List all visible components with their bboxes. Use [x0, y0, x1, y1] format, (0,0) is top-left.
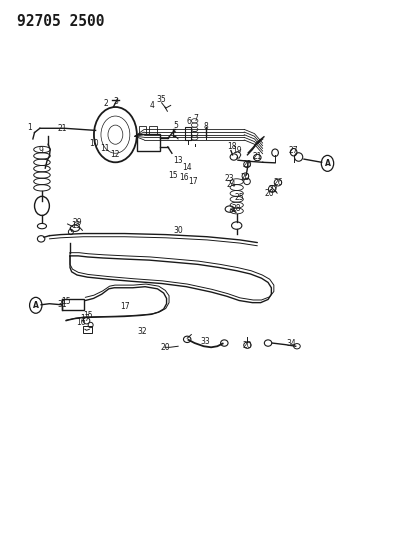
Text: 30: 30	[173, 226, 183, 235]
Text: 15: 15	[83, 311, 93, 320]
Text: 7: 7	[192, 114, 197, 123]
Text: 14: 14	[182, 163, 192, 172]
Text: 19: 19	[231, 146, 241, 155]
Text: 15: 15	[61, 297, 71, 306]
Text: 5: 5	[173, 121, 178, 130]
Text: 20: 20	[242, 341, 252, 350]
Text: 24: 24	[225, 180, 235, 189]
Text: 16: 16	[179, 173, 189, 182]
Bar	[185, 127, 190, 140]
Text: 23: 23	[224, 174, 234, 183]
Bar	[139, 126, 146, 134]
Text: 11: 11	[100, 144, 109, 153]
Text: 1: 1	[27, 123, 32, 132]
Text: 12: 12	[109, 150, 119, 159]
Text: 16: 16	[76, 318, 86, 327]
Text: 27: 27	[288, 146, 298, 155]
Text: 17: 17	[80, 314, 90, 323]
Text: 20: 20	[242, 160, 252, 169]
Text: 15: 15	[168, 171, 178, 180]
Text: 31: 31	[57, 300, 66, 309]
Text: 22: 22	[268, 185, 277, 195]
Text: 25: 25	[234, 193, 243, 202]
Text: 21: 21	[252, 152, 261, 161]
Text: 18: 18	[226, 142, 236, 151]
Text: 9: 9	[38, 146, 43, 155]
Text: 17: 17	[120, 302, 130, 311]
Text: 21: 21	[57, 124, 66, 133]
Text: 8: 8	[203, 122, 208, 131]
Text: 28: 28	[230, 204, 240, 213]
Text: 26: 26	[273, 178, 282, 187]
Text: 29: 29	[72, 219, 82, 228]
Text: 20: 20	[263, 189, 273, 198]
Bar	[149, 126, 156, 134]
Bar	[83, 326, 92, 333]
Text: 3: 3	[113, 97, 118, 106]
Text: A: A	[33, 301, 38, 310]
Text: 92705 2500: 92705 2500	[17, 14, 104, 29]
Text: 6: 6	[186, 117, 191, 126]
Text: 17: 17	[187, 177, 197, 186]
Bar	[137, 134, 159, 151]
Text: 15: 15	[71, 221, 81, 230]
Text: 32: 32	[137, 327, 146, 336]
Text: 10: 10	[88, 139, 98, 148]
Text: A: A	[324, 159, 330, 168]
Text: 33: 33	[199, 337, 209, 346]
Text: 2: 2	[103, 99, 108, 108]
Text: 35: 35	[157, 95, 166, 104]
Text: 34: 34	[286, 338, 296, 348]
Bar	[62, 300, 84, 310]
Text: 20: 20	[160, 343, 169, 352]
Text: 13: 13	[173, 156, 183, 165]
Text: 4: 4	[150, 101, 154, 110]
Text: 20: 20	[240, 173, 249, 182]
